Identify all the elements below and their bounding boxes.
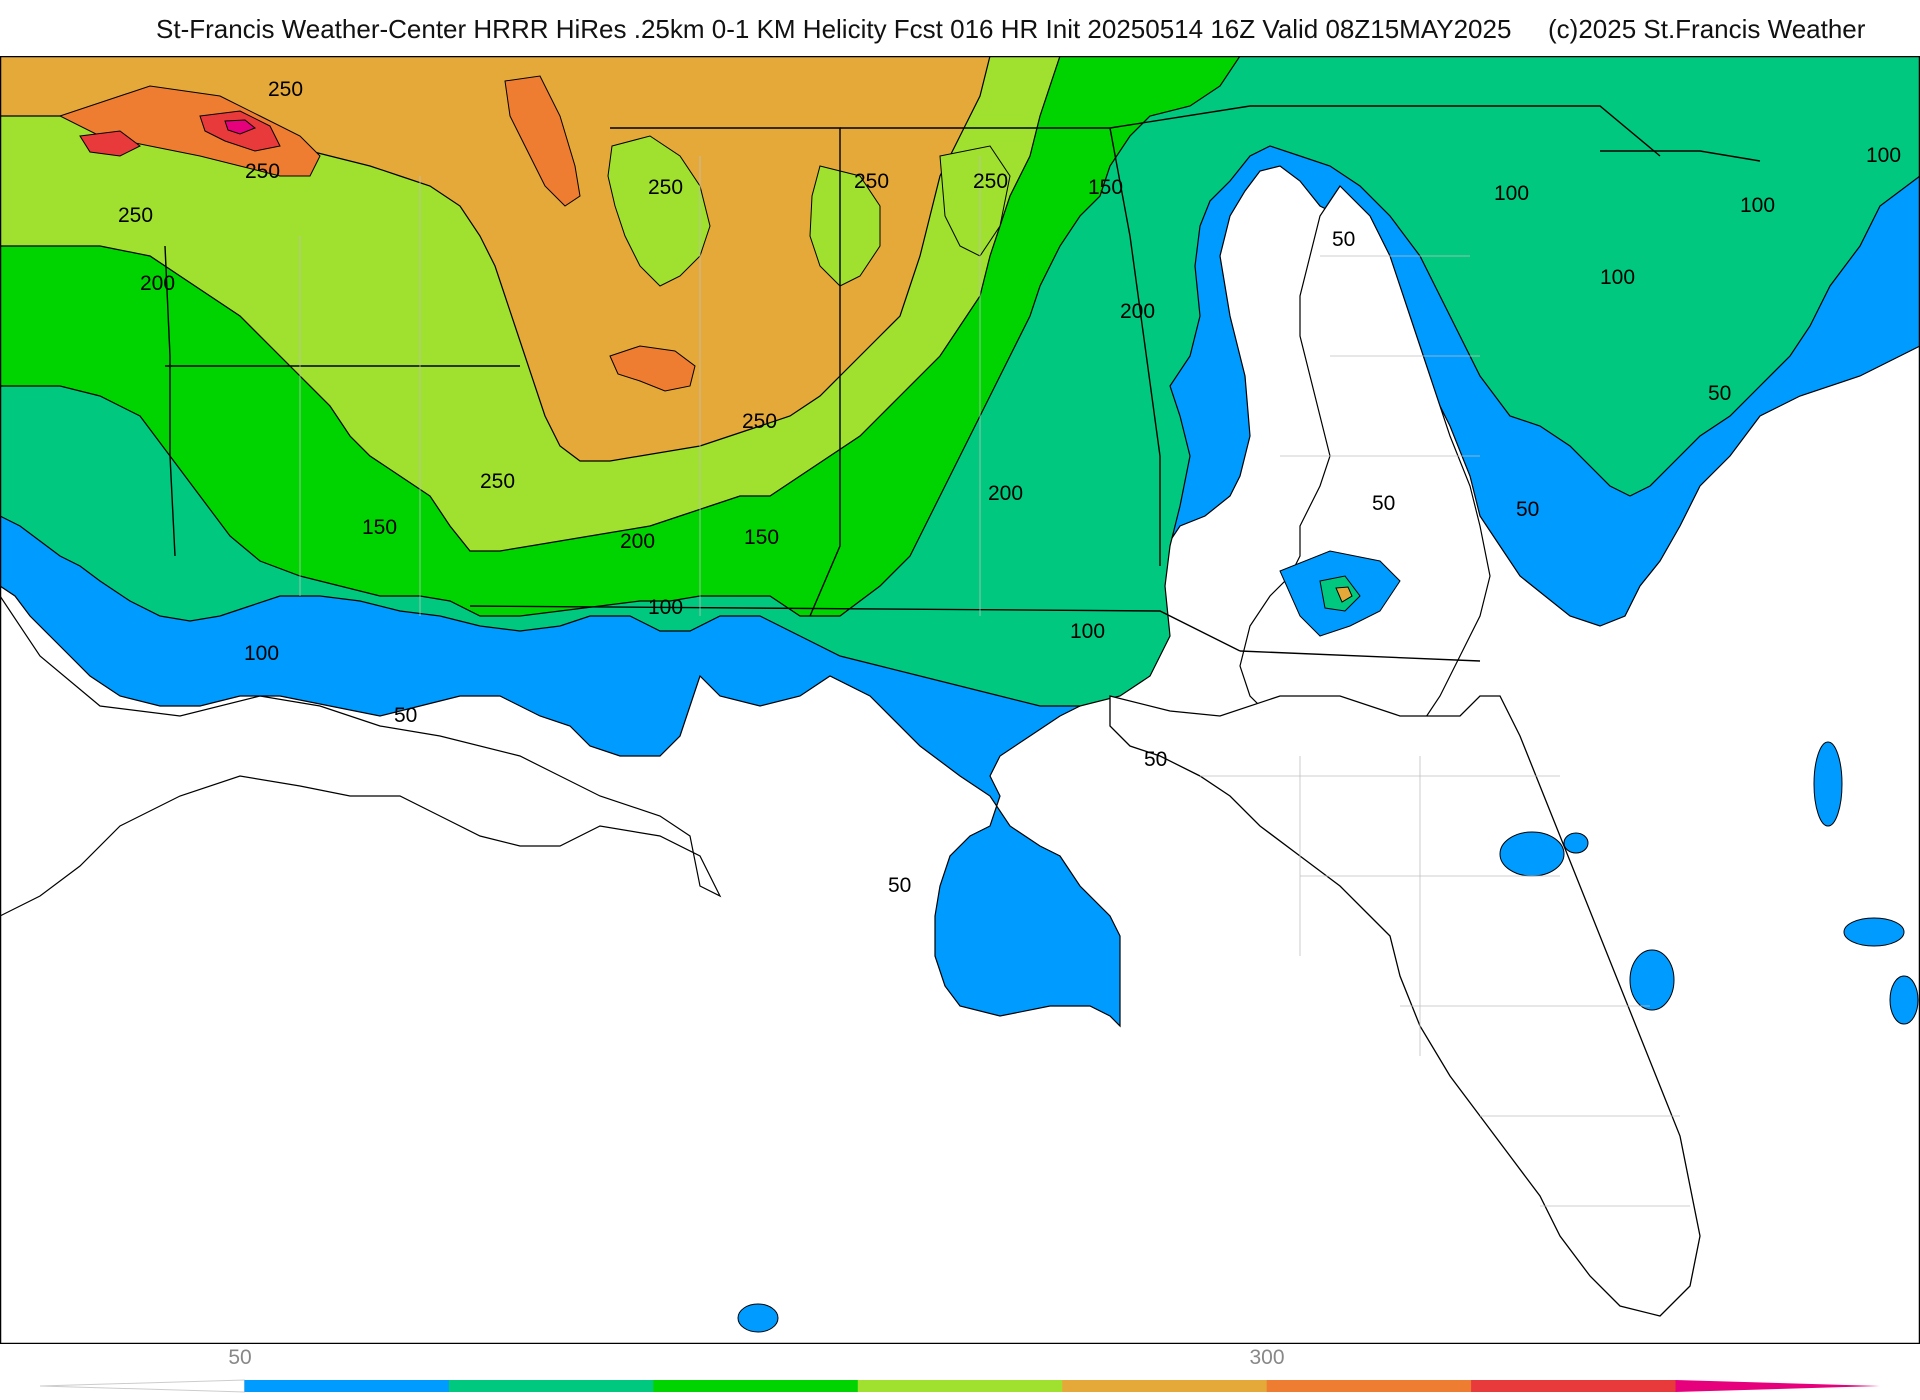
helicity-patch-350 — [79, 130, 141, 157]
contour-label: 250 — [118, 204, 153, 227]
colorbar-strip — [39, 1379, 1880, 1393]
county-borders — [299, 156, 1690, 1207]
contour-label: 100 — [244, 642, 279, 665]
contour-label: 200 — [988, 482, 1023, 505]
contour-label: 50 — [1372, 492, 1395, 515]
contour-label: 150 — [362, 516, 397, 539]
contour-label: 100 — [1600, 266, 1635, 289]
contour-label: 200 — [140, 272, 175, 295]
colorbar-segment — [1471, 1380, 1677, 1392]
colorbar-segment — [653, 1380, 859, 1392]
colorbar-segment — [448, 1380, 654, 1392]
helicity-cell-50 — [1563, 832, 1589, 854]
colorbar-segment — [39, 1379, 245, 1393]
colorbar-segment — [244, 1380, 450, 1392]
helicity-cell-50 — [737, 1303, 779, 1333]
contour-label: 200 — [1120, 300, 1155, 323]
helicity-patch-300 — [58, 85, 321, 177]
contour-label: 250 — [742, 410, 777, 433]
contour-label: 150 — [1088, 176, 1123, 199]
helicity-patch-400 — [224, 119, 256, 135]
colorbar: 50 300 — [0, 1344, 1920, 1400]
contour-label: 250 — [973, 170, 1008, 193]
contour-label: 100 — [1740, 194, 1775, 217]
contour-label: 250 — [245, 160, 280, 183]
colorbar-segment — [857, 1380, 1063, 1392]
contour-label: 150 — [744, 526, 779, 549]
colorbar-segment — [1062, 1380, 1268, 1392]
helicity-patch-300 — [609, 345, 696, 392]
gulf-coast-land — [0, 594, 722, 917]
contour-label: 100 — [1070, 620, 1105, 643]
helicity-map: 250 250 250 250 200 200 200 200 150 150 … — [0, 56, 1920, 1344]
colorbar-segment — [1675, 1380, 1880, 1392]
contour-label: 100 — [1494, 182, 1529, 205]
contour-label: 50 — [1332, 228, 1355, 251]
helicity-cell-50 — [1843, 917, 1905, 947]
contour-label: 50 — [1516, 498, 1539, 521]
contour-label: 250 — [480, 470, 515, 493]
map-title: St-Francis Weather-Center HRRR HiRes .25… — [156, 14, 1512, 44]
helicity-cell-50 — [1813, 741, 1843, 827]
colorbar-tick-label: 50 — [228, 1346, 252, 1369]
contour-label: 50 — [1708, 382, 1731, 405]
contour-label: 100 — [1866, 144, 1901, 167]
contour-label: 50 — [1144, 748, 1167, 771]
helicity-patch-200 — [809, 165, 881, 287]
contour-label: 200 — [620, 530, 655, 553]
helicity-patch-200 — [939, 145, 1011, 257]
helicity-patch-300 — [504, 75, 581, 207]
helicity-cell-50 — [1889, 975, 1919, 1025]
contour-label: 100 — [648, 596, 683, 619]
helicity-cell-50 — [1629, 949, 1675, 1011]
contour-label: 250 — [648, 176, 683, 199]
colorbar-tick-label: 300 — [1249, 1346, 1285, 1369]
contour-labels: 250 250 250 250 200 200 200 200 150 150 … — [118, 78, 1901, 897]
map-title-bar: St-Francis Weather-Center HRRR HiRes .25… — [0, 14, 1920, 54]
helicity-patch-200 — [607, 135, 711, 287]
colorbar-segment — [1266, 1380, 1472, 1392]
helicity-cell-50 — [1499, 831, 1565, 877]
contour-label: 50 — [888, 874, 911, 897]
copyright-label: (c)2025 St.Francis Weather — [1548, 14, 1866, 44]
helicity-patch-250 — [1335, 586, 1353, 603]
contour-label: 250 — [854, 170, 889, 193]
contour-label: 50 — [394, 704, 417, 727]
contour-label: 250 — [268, 78, 303, 101]
